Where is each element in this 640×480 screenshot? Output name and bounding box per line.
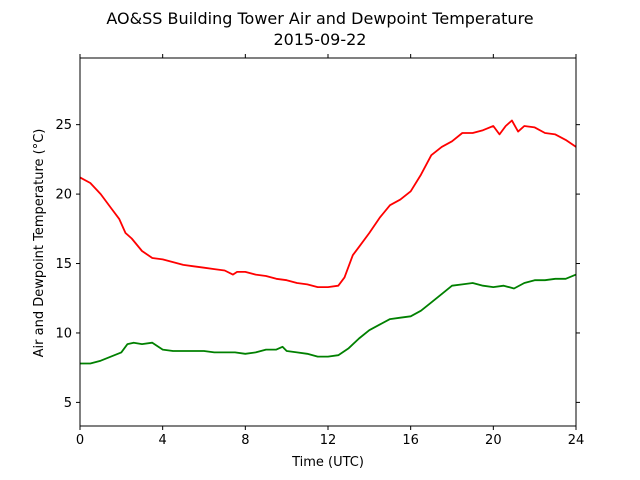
x-tick-label: 20 (485, 433, 502, 448)
series-line-1 (79, 119, 577, 289)
x-tick-label: 0 (76, 433, 84, 448)
series-line-2 (80, 273, 577, 365)
y-axis: 5 10 15 20 25 (55, 118, 580, 411)
x-tick-label: 4 (159, 433, 167, 448)
chart-title: AO&SS Building Tower Air and Dewpoint Te… (106, 9, 533, 28)
y-tick-label: 5 (64, 396, 72, 411)
x-tick-label: 16 (402, 433, 419, 448)
x-tick-label: 12 (320, 433, 337, 448)
x-axis: 0 4 8 12 16 20 24 (76, 54, 584, 448)
x-tick-label: 8 (241, 433, 249, 448)
y-tick-label: 20 (55, 188, 72, 203)
plot-area (79, 119, 577, 365)
x-axis-label: Time (UTC) (291, 455, 364, 470)
x-tick-label: 24 (568, 433, 585, 448)
y-tick-label: 10 (55, 326, 72, 341)
y-axis-label: Air and Dewpoint Temperature (°C) (32, 129, 47, 358)
y-tick-label: 15 (55, 257, 72, 272)
y-tick-label: 25 (55, 118, 72, 133)
chart-subtitle: 2015-09-22 (274, 30, 367, 49)
axes-frame (79, 57, 577, 427)
